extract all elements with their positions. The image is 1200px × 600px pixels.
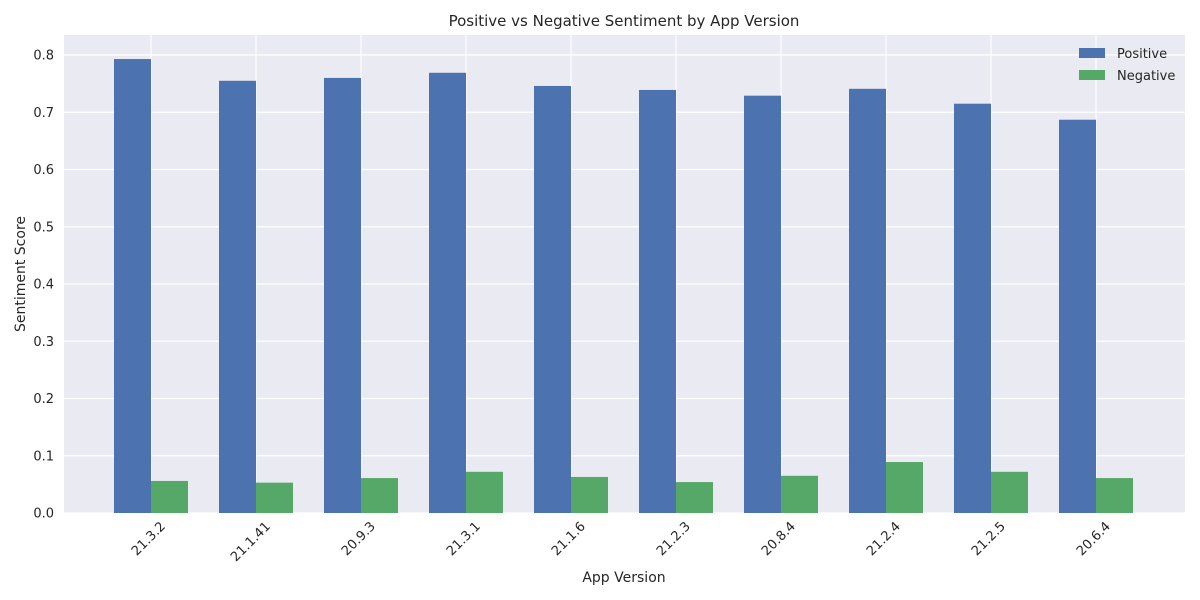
x-tick-label: 21.3.1 — [444, 519, 484, 559]
x-tick-label: 20.6.4 — [1074, 519, 1114, 559]
x-axis-title: App Version — [582, 570, 665, 586]
bar-positive-21-1-6 — [534, 85, 571, 514]
bar-negative-21-1-6 — [571, 476, 608, 513]
legend-swatch-negative — [1079, 70, 1105, 80]
y-axis-title: Sentiment Score — [13, 216, 29, 332]
bar-negative-20-8-4 — [781, 475, 818, 513]
bar-negative-21-1-41 — [256, 482, 293, 513]
legend-label-negative: Negative — [1117, 69, 1175, 84]
y-tick-label: 0.6 — [33, 163, 54, 178]
x-tick-label: 21.2.4 — [864, 519, 904, 559]
chart-title: Positive vs Negative Sentiment by App Ve… — [449, 12, 800, 30]
x-tick-label: 21.2.3 — [654, 519, 694, 559]
bar-positive-21-2-5 — [954, 103, 991, 513]
y-tick-labels: 0.0 0.1 0.2 0.3 0.4 0.5 0.6 0.7 0.8 — [33, 49, 54, 522]
bar-positive-20-9-3 — [324, 77, 361, 513]
y-tick-label: 0.7 — [33, 106, 54, 121]
bar-negative-21-2-4 — [886, 462, 923, 513]
x-tick-label: 21.3.2 — [129, 519, 169, 559]
legend: Positive Negative — [1079, 47, 1175, 84]
x-tick-label: 21.2.5 — [969, 519, 1009, 559]
bar-positive-20-6-4 — [1059, 119, 1096, 513]
y-tick-label: 0.3 — [33, 335, 54, 350]
legend-swatch-positive — [1079, 48, 1105, 58]
bars-group — [114, 59, 1133, 514]
bar-negative-21-3-1 — [466, 471, 503, 513]
x-tick-label: 20.8.4 — [759, 519, 799, 559]
y-tick-label: 0.4 — [33, 278, 54, 293]
bar-negative-20-9-3 — [361, 478, 398, 513]
bar-positive-21-1-41 — [219, 80, 256, 513]
x-tick-label: 20.9.3 — [339, 519, 379, 559]
y-tick-label: 0.5 — [33, 220, 54, 235]
bar-negative-21-2-3 — [676, 482, 713, 513]
bar-negative-21-3-2 — [151, 480, 188, 513]
x-tick-label: 21.1.41 — [228, 519, 274, 565]
y-tick-label: 0.2 — [33, 392, 54, 407]
bar-positive-21-2-4 — [849, 88, 886, 513]
legend-label-positive: Positive — [1117, 47, 1167, 62]
bar-positive-21-3-2 — [114, 59, 151, 513]
x-tick-labels: 21.3.2 21.1.41 20.9.3 21.3.1 21.1.6 21.2.3 20.… — [129, 519, 1114, 565]
y-tick-label: 0.1 — [33, 449, 54, 464]
y-tick-label: 0.8 — [33, 49, 54, 64]
bar-negative-21-2-5 — [991, 471, 1028, 513]
y-tick-label: 0.0 — [33, 507, 54, 522]
bar-negative-20-6-4 — [1096, 478, 1133, 513]
bar-positive-21-3-1 — [429, 72, 466, 513]
bar-positive-20-8-4 — [744, 95, 781, 513]
bar-positive-21-2-3 — [639, 89, 676, 513]
x-tick-label: 21.1.6 — [549, 519, 589, 559]
